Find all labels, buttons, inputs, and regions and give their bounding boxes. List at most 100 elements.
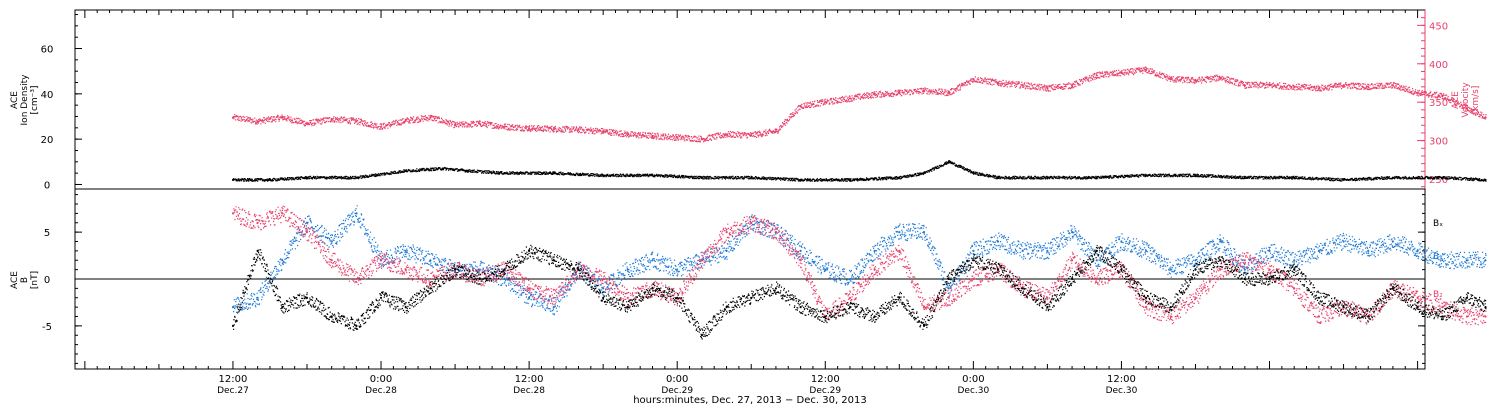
by-series-point: [651, 259, 654, 262]
top-left-axis-title-line: ACE: [10, 91, 20, 109]
bx-series-point: [1071, 277, 1074, 281]
top-left-tick-label: 60: [41, 45, 54, 56]
bz-series-point: [774, 231, 778, 234]
top-right-axis-title-line: ACE: [1451, 91, 1461, 109]
by-series-point: [1416, 249, 1419, 252]
x-tick-label-time: 0:00: [666, 374, 688, 385]
by-series-point: [1367, 249, 1370, 252]
bx-series-point: [1416, 306, 1419, 309]
velocity-series-trace: [233, 66, 1487, 143]
by-series-point: [898, 231, 901, 234]
by-series-point: [1342, 240, 1345, 243]
bottom-panel: -5 0 5 ACE B [nT] Bₓ Bᵧ B₂: [10, 188, 1487, 370]
top-right-axis-title: ACE Velocity [km/s]: [1451, 82, 1481, 118]
legend-bz: B₂: [1433, 290, 1443, 300]
top-right-axis-title-line: Velocity: [1461, 82, 1471, 118]
bx-series-point: [1120, 268, 1123, 271]
x-tick-label-date: Dec.28: [365, 386, 397, 396]
bx-series-point: [725, 306, 728, 309]
x-tick-label-date: Dec.29: [661, 386, 693, 396]
velocity-series-point: [1095, 74, 1098, 77]
by-series-point: [1243, 268, 1246, 271]
top-right-axis-title-line: [km/s]: [1471, 86, 1481, 115]
x-tick-label-date: Dec.27: [217, 386, 249, 396]
top-left-tick-label: 0: [44, 180, 50, 191]
by-series-point: [330, 240, 333, 243]
bx-series-point: [1293, 268, 1296, 271]
bottom-left-axis-title: ACE B [nT]: [10, 271, 40, 289]
x-tick-label-date: Dec.29: [809, 386, 841, 396]
x-tick-label-time: 12:00: [515, 374, 544, 385]
bx-series-point: [231, 324, 235, 327]
bz-series-trace: [233, 205, 1487, 326]
bz-series-point: [281, 212, 284, 215]
bottom-left-axis-title-line: [nT]: [30, 271, 40, 289]
top-left-tick-label: 40: [41, 90, 54, 101]
x-tick-label-time: 12:00: [1107, 374, 1136, 385]
x-axis: 12:00Dec.270:00Dec.2812:00Dec.280:00Dec.…: [84, 10, 1419, 396]
bx-series-point: [379, 296, 383, 299]
by-series-point: [824, 268, 827, 271]
bx-series-point: [602, 296, 605, 299]
bz-series-point: [700, 259, 704, 262]
bx-series-trace: [233, 244, 1487, 340]
bottom-left-tick-label: 0: [44, 275, 50, 286]
bx-series: [231, 244, 1487, 340]
bottom-left-axis-title-line: ACE: [10, 271, 20, 289]
x-tick-label-time: 12:00: [219, 374, 248, 385]
bz-series-point: [1416, 296, 1419, 299]
bz-series-point: [1095, 277, 1098, 281]
x-tick-label-date: Dec.28: [513, 386, 545, 396]
by-series-point: [1145, 249, 1148, 252]
by-series-point: [873, 249, 876, 252]
bz-series-point: [1465, 315, 1469, 318]
top-left-axis-title: ACE Ion Density [cm⁻³]: [10, 74, 40, 126]
bx-series-point: [774, 287, 778, 290]
legend-bx: Bₓ: [1433, 219, 1443, 229]
by-series-point: [972, 249, 975, 252]
top-left-axis-title-line: Ion Density: [20, 74, 30, 126]
density-series-trace: [233, 160, 1487, 182]
bz-series-point: [429, 277, 432, 281]
x-tick-label-time: 0:00: [370, 374, 392, 385]
top-right-tick-label: 450: [1429, 21, 1448, 32]
bz-series-point: [1243, 259, 1246, 262]
bx-series-point: [1441, 315, 1444, 318]
top-right-tick-label: 350: [1429, 98, 1448, 109]
top-right-tick-label: 300: [1429, 137, 1448, 148]
bottom-left-tick-label: 5: [44, 228, 50, 239]
top-left-tick-label: 20: [41, 135, 54, 146]
by-series-trace: [233, 205, 1487, 316]
bz-series-point: [1071, 259, 1074, 262]
x-tick-label-time: 12:00: [811, 374, 840, 385]
bz-series-point: [1484, 315, 1487, 318]
by-series-point: [799, 249, 802, 252]
top-plot-frame: [74, 9, 1426, 190]
bz-series-point: [305, 231, 309, 234]
bottom-left-axis-title-line: B: [20, 277, 30, 283]
top-left-axis-title-line: [cm⁻³]: [30, 85, 40, 114]
bx-series-point: [1484, 306, 1487, 309]
top-right-tick-label: 400: [1429, 60, 1448, 71]
bx-series-point: [799, 306, 802, 309]
bz-series-point: [873, 268, 876, 271]
x-tick-label-date: Dec.30: [1106, 386, 1138, 396]
bx-series-point: [256, 249, 259, 252]
velocity-series-point: [528, 127, 531, 130]
bz-series-point: [725, 231, 728, 234]
bz-series-point: [355, 277, 358, 281]
velocity-series: [231, 66, 1487, 143]
bottom-left-tick-label: -5: [42, 322, 52, 333]
bz-series-point: [626, 296, 629, 299]
x-axis-title: hours:minutes, Dec. 27, 2013 − Dec. 30, …: [633, 395, 867, 406]
by-series-point: [404, 249, 407, 252]
by-series-point: [1046, 249, 1049, 252]
bz-series-point: [552, 296, 555, 299]
bx-series-point: [1268, 277, 1271, 281]
x-tick-label-time: 0:00: [962, 374, 984, 385]
bx-series-point: [503, 268, 506, 271]
by-series-point: [1095, 259, 1098, 262]
top-right-tick-label: 250: [1429, 175, 1448, 186]
